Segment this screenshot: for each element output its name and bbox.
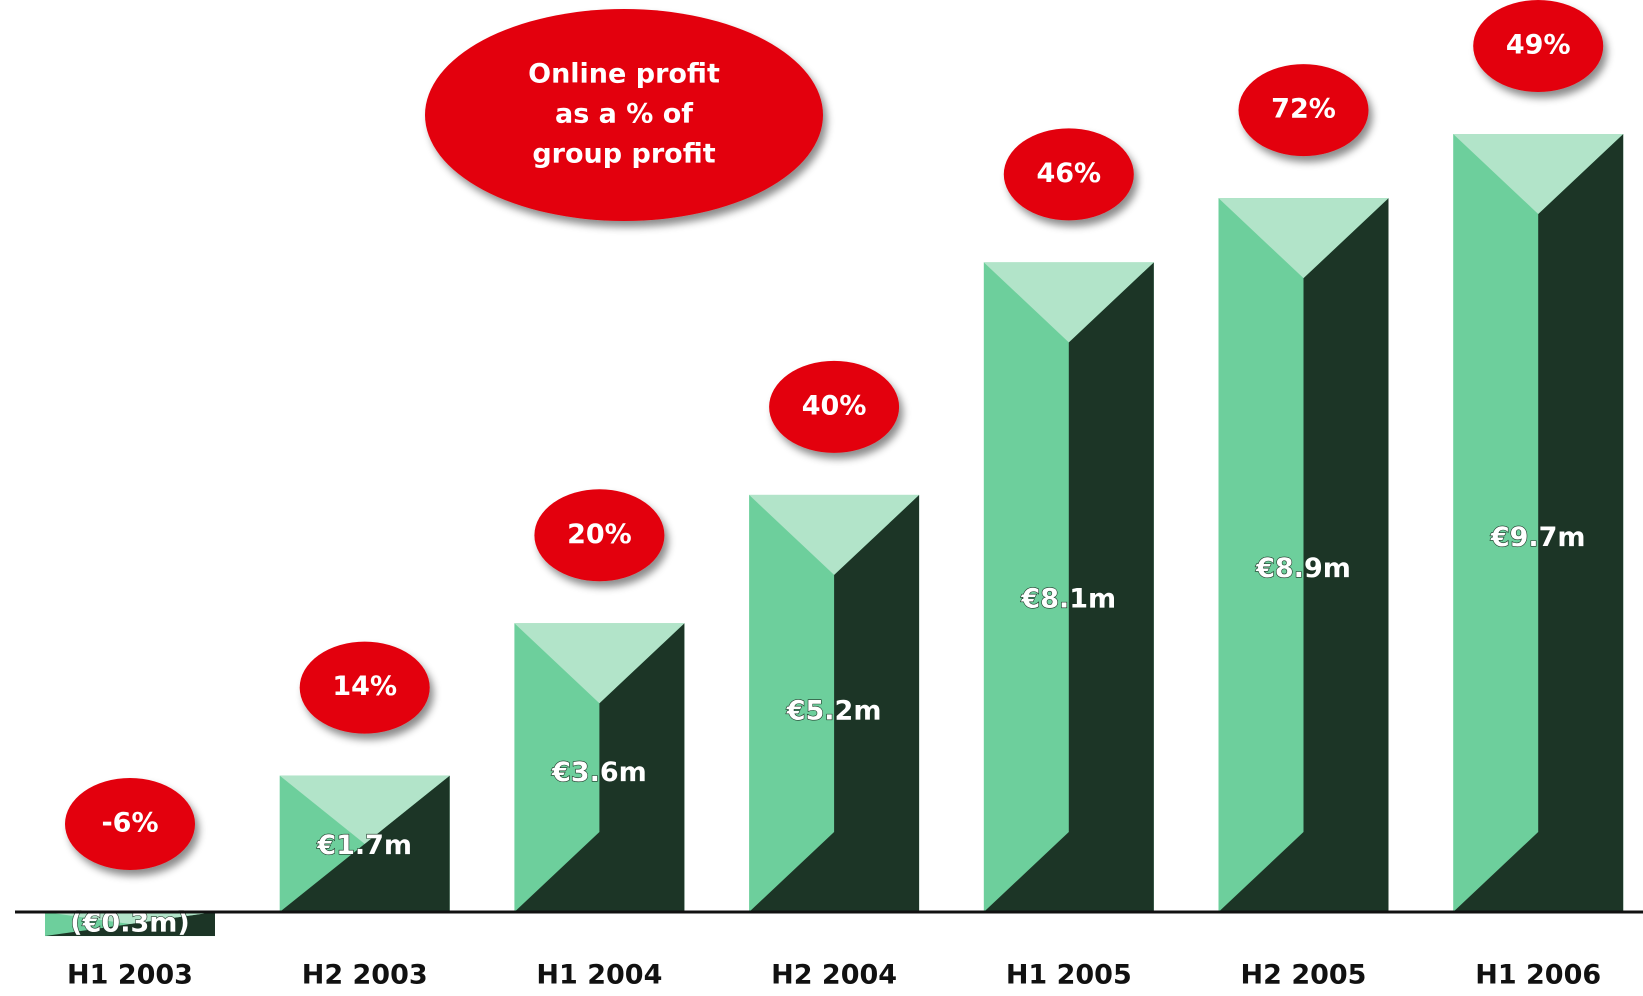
share-badge: -6% bbox=[65, 778, 195, 870]
share-label: 72% bbox=[1271, 94, 1336, 125]
share-ellipse bbox=[534, 489, 665, 582]
share-badge: 46% bbox=[1003, 128, 1134, 221]
share-ellipse bbox=[1473, 0, 1604, 92]
value-label: €8.1m bbox=[1020, 584, 1116, 615]
share-label: 49% bbox=[1506, 30, 1571, 61]
bar-top bbox=[749, 494, 920, 575]
share-badge: 40% bbox=[769, 360, 900, 453]
value-label: €3.6m bbox=[551, 757, 647, 788]
share-badge: 20% bbox=[534, 489, 665, 582]
value-label: €5.2m bbox=[786, 695, 882, 726]
bar-top bbox=[983, 262, 1154, 343]
bar bbox=[983, 262, 1154, 912]
x-tick-label: H1 2003 bbox=[67, 960, 193, 991]
bar-shade bbox=[1218, 198, 1389, 913]
x-tick-label: H1 2004 bbox=[536, 960, 662, 991]
value-label: €1.7m bbox=[316, 830, 412, 861]
bar bbox=[1218, 198, 1389, 913]
share-ellipse bbox=[1238, 64, 1369, 157]
share-label: 40% bbox=[802, 390, 867, 421]
x-tick-label: H2 2004 bbox=[771, 960, 897, 991]
bar-top bbox=[45, 912, 215, 925]
bar-top bbox=[514, 623, 685, 704]
title-line: as a % of bbox=[555, 99, 693, 130]
bar bbox=[45, 912, 215, 937]
share-ellipse bbox=[299, 641, 430, 734]
title-line: Online profit bbox=[528, 59, 720, 90]
x-tick-label: H1 2005 bbox=[1006, 960, 1132, 991]
bar-shade bbox=[749, 494, 920, 912]
share-label: 46% bbox=[1036, 158, 1101, 189]
bar-shade bbox=[45, 912, 215, 937]
bar bbox=[1453, 134, 1624, 912]
share-ellipse bbox=[65, 778, 195, 870]
bar-shade bbox=[983, 262, 1154, 912]
title-ellipse bbox=[425, 9, 823, 221]
title-line: group profit bbox=[532, 139, 715, 170]
share-badge: 49% bbox=[1473, 0, 1604, 92]
bar-top bbox=[1453, 134, 1624, 214]
bar-top bbox=[279, 775, 450, 844]
share-label: 20% bbox=[567, 519, 632, 550]
bar bbox=[749, 494, 920, 912]
share-label: 14% bbox=[332, 671, 397, 702]
bar-shade bbox=[1453, 134, 1624, 912]
bar bbox=[279, 775, 450, 912]
x-tick-label: H2 2005 bbox=[1241, 960, 1367, 991]
share-ellipse bbox=[769, 360, 900, 453]
value-label: €8.9m bbox=[1255, 553, 1351, 584]
value-label: €9.7m bbox=[1490, 522, 1586, 553]
share-badge: 72% bbox=[1238, 64, 1369, 157]
bar-shade bbox=[514, 623, 685, 912]
x-tick-label: H1 2006 bbox=[1475, 960, 1601, 991]
bar-top bbox=[1218, 198, 1389, 279]
x-tick-label: H2 2003 bbox=[302, 960, 428, 991]
share-badge: 14% bbox=[299, 641, 430, 734]
title-badge: Online profit as a % of group profit bbox=[425, 9, 823, 221]
bar bbox=[514, 623, 685, 912]
share-ellipse bbox=[1003, 128, 1134, 221]
share-label: -6% bbox=[101, 808, 158, 839]
